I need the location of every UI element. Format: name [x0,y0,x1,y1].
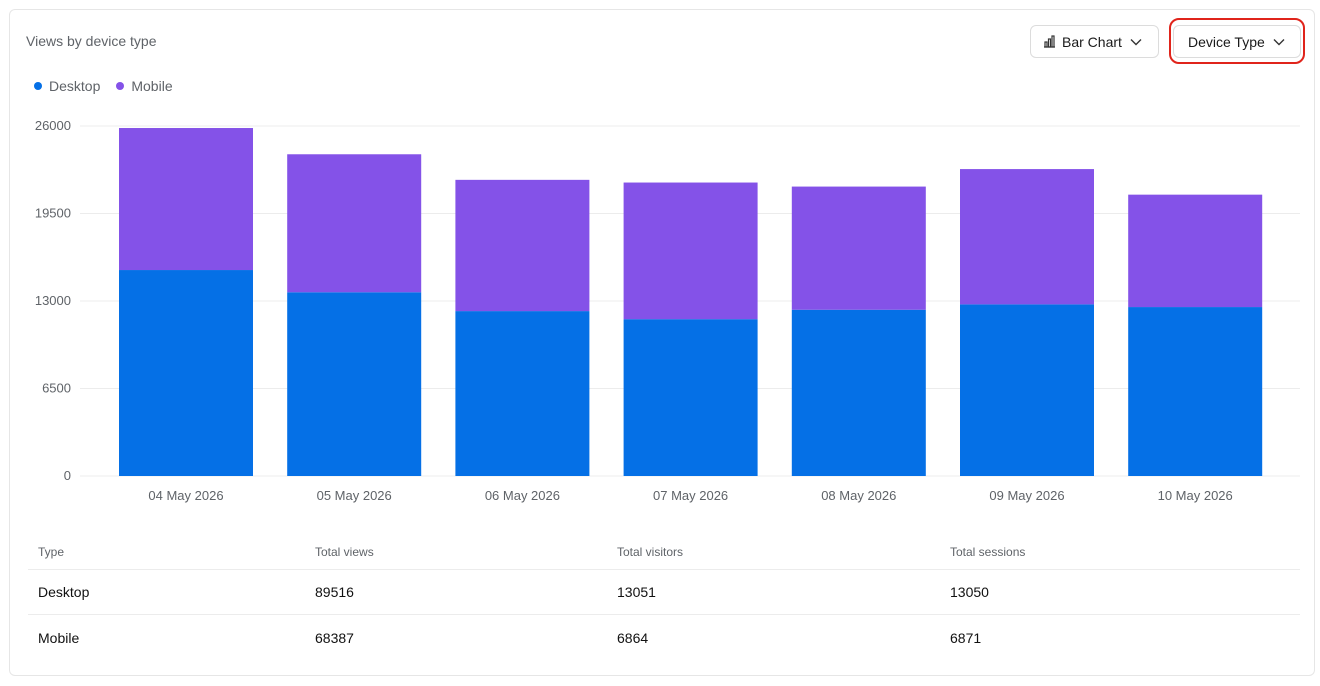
table-cell-visitors: 13051 [617,584,656,600]
bar-chart-icon [1043,35,1056,48]
table-cell-views: 89516 [315,584,354,600]
legend-dot-mobile [116,82,125,90]
table-row: Mobile 68387 6864 6871 [28,615,1300,660]
group-by-label: Device Type [1188,33,1265,50]
x-tick-label: 08 May 2026 [821,488,896,503]
chart-type-dropdown[interactable]: Bar Chart [1030,25,1159,58]
table-cell-sessions: 13050 [950,584,989,600]
table-header-views: Total views [315,544,374,559]
bar-desktop [119,270,253,476]
bar-mobile [960,169,1094,305]
y-tick-label: 6500 [42,381,71,396]
table-header-visitors: Total visitors [617,544,684,559]
group-by-dropdown[interactable]: Device Type [1173,25,1301,58]
x-tick-label: 10 May 2026 [1158,488,1233,503]
device-table: Type Total views Total visitors Total se… [28,534,1300,660]
x-tick-label: 09 May 2026 [989,488,1064,503]
chevron-down-icon [1273,38,1285,46]
legend-item-mobile[interactable]: Mobile [116,78,173,94]
legend-dot-desktop [34,82,42,90]
chart-title: Views by device type [26,33,157,49]
table-cell-type: Mobile [38,629,80,646]
y-tick-label: 26000 [35,118,71,133]
legend-label-mobile: Mobile [131,78,173,94]
chevron-down-icon [1130,38,1142,46]
bar-desktop [623,319,758,476]
table-cell-sessions: 6871 [950,629,982,646]
x-tick-label: 07 May 2026 [653,488,728,503]
table-header-sessions: Total sessions [950,544,1026,559]
bar-mobile [119,128,253,271]
x-tick-label: 04 May 2026 [148,488,223,503]
y-tick-label: 13000 [35,293,71,308]
x-tick-label: 06 May 2026 [485,488,560,503]
bar-desktop [960,304,1094,476]
legend-label-desktop: Desktop [49,78,101,94]
chart-card: Views by device type Bar Chart Device Ty… [9,9,1315,676]
legend-item-desktop[interactable]: Desktop [34,78,100,94]
bar-desktop [791,309,926,476]
bar-desktop [455,311,590,476]
y-tick-label: 19500 [35,206,71,221]
table-cell-type: Desktop [38,584,90,600]
bar-mobile [791,186,926,310]
bar-chart: 0 6500 13000 19500 26000 04 May 2026 05 May 20… [35,118,1300,503]
x-tick-label: 05 May 2026 [317,488,392,503]
bar-mobile [623,182,758,320]
bar-desktop [287,292,422,476]
bar-desktop [1128,307,1263,476]
y-tick-label: 0 [64,468,71,483]
bar-mobile [455,179,590,312]
table-header-type: Type [38,544,65,559]
table-row: Desktop 89516 13051 13050 [28,570,1300,615]
bar-mobile [287,154,422,293]
table-cell-views: 68387 [315,629,354,646]
table-header-row: Type Total views Total visitors Total se… [28,534,1300,570]
chart-legend: Desktop Mobile [34,78,173,94]
bar-mobile [1128,194,1263,308]
chart-type-label: Bar Chart [1062,33,1122,50]
table-cell-visitors: 6864 [617,629,649,646]
